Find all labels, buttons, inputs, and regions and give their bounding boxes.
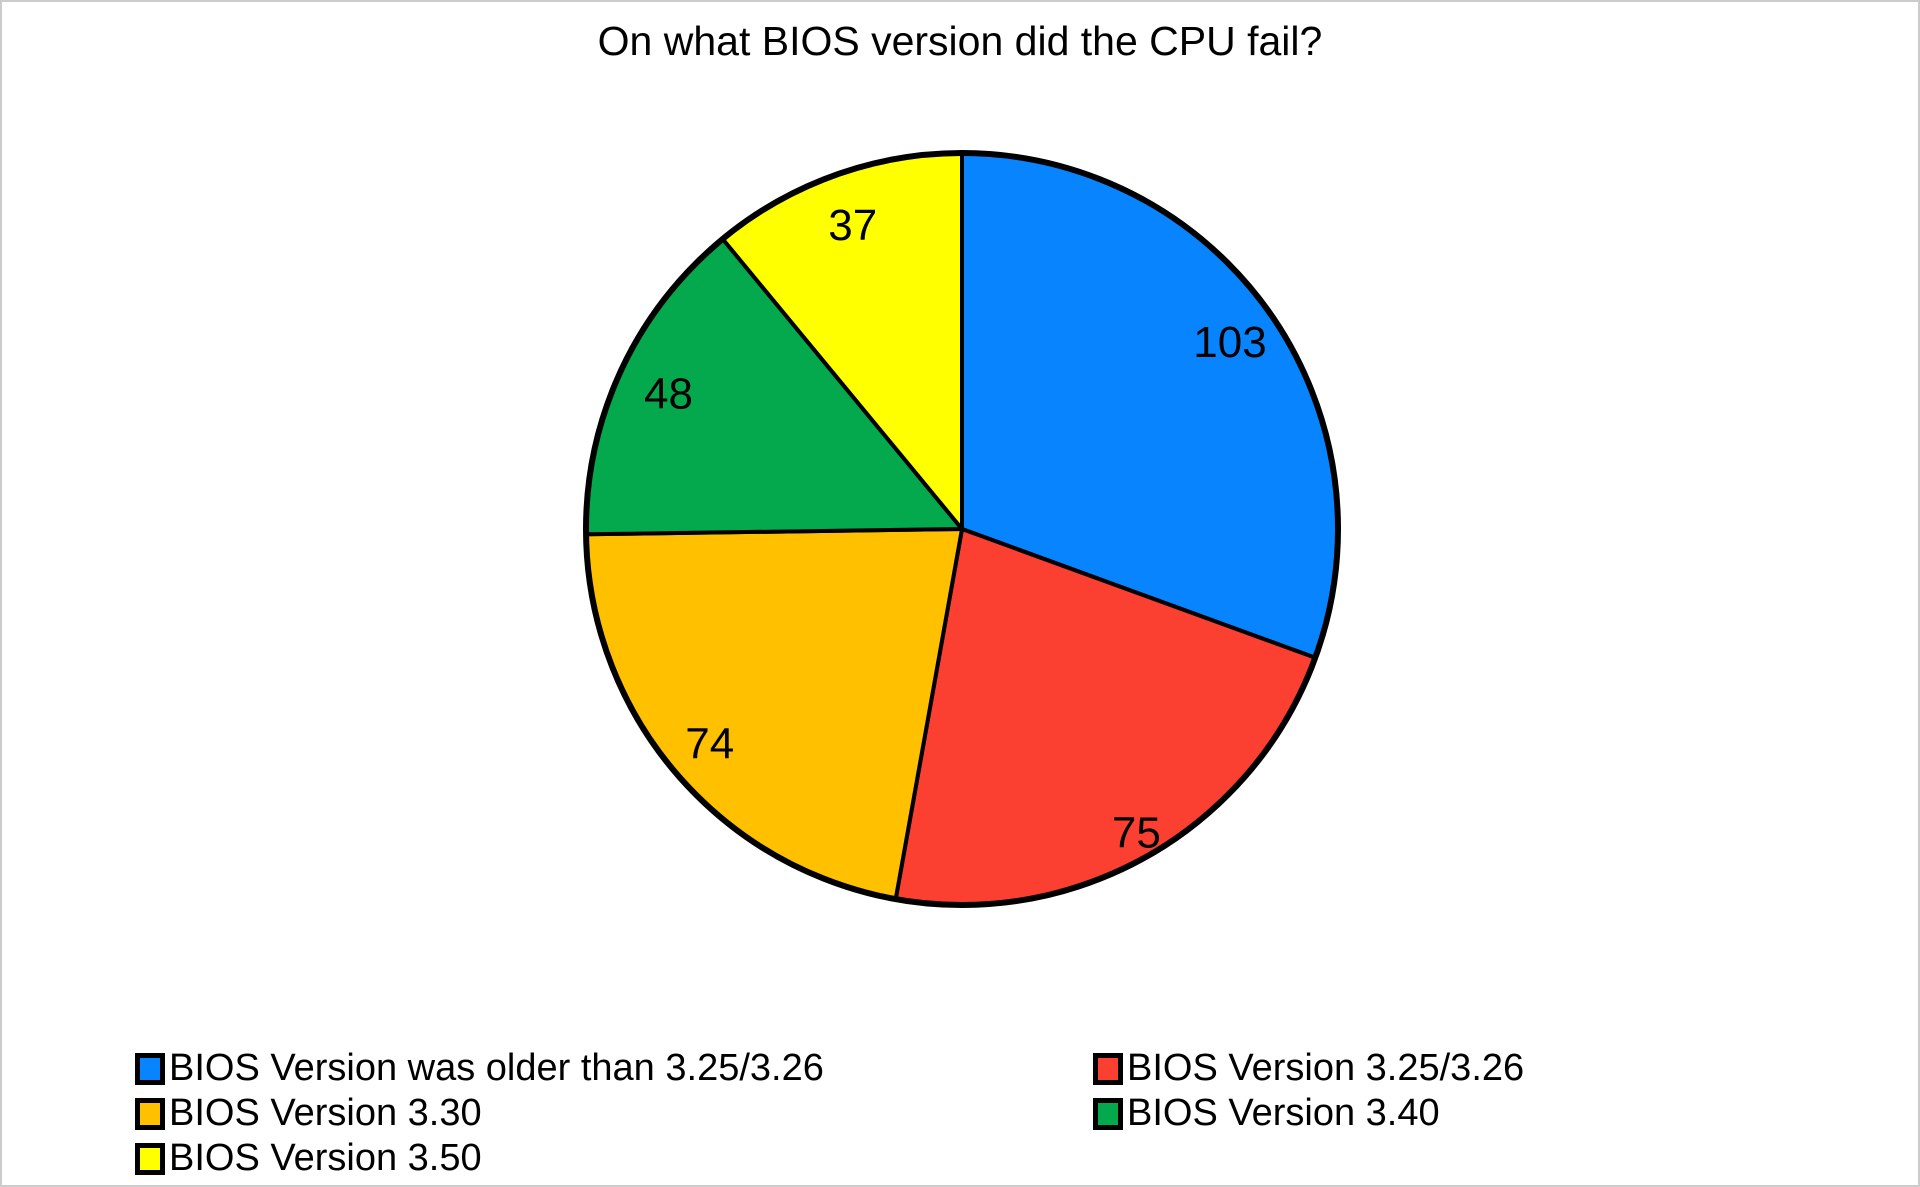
- legend-item-4: BIOS Version 3.40: [1093, 1091, 1524, 1136]
- legend-item-2: BIOS Version 3.25/3.26: [1093, 1046, 1524, 1091]
- slice-value-label: 48: [644, 370, 693, 419]
- legend-item-3: BIOS Version 3.30: [135, 1091, 1093, 1136]
- legend-swatch-icon: [1093, 1052, 1123, 1085]
- pie-outline: [583, 150, 1341, 908]
- pie-slice-3: [584, 527, 964, 902]
- slice-value-label: 103: [1193, 318, 1266, 367]
- legend-label: BIOS Version 3.50: [169, 1137, 482, 1179]
- legend-item-5: BIOS Version 3.50: [135, 1136, 1093, 1181]
- legend-item-1: BIOS Version was older than 3.25/3.26: [135, 1046, 1093, 1091]
- legend-label: BIOS Version was older than 3.25/3.26: [169, 1047, 824, 1089]
- legend-swatch-icon: [135, 1097, 165, 1130]
- legend: BIOS Version was older than 3.25/3.26 BIO…: [135, 1046, 1524, 1181]
- slice-value-label: 75: [1112, 809, 1161, 858]
- slice-value-label: 37: [828, 201, 877, 250]
- legend-label: BIOS Version 3.25/3.26: [1127, 1047, 1525, 1089]
- legend-label: BIOS Version 3.40: [1127, 1092, 1440, 1134]
- chart-title: On what BIOS version did the CPU fail?: [597, 18, 1323, 64]
- legend-label: BIOS Version 3.30: [169, 1092, 482, 1134]
- legend-swatch-icon: [1093, 1097, 1123, 1130]
- slice-value-label: 74: [685, 720, 734, 769]
- legend-swatch-icon: [135, 1052, 165, 1085]
- legend-swatch-icon: [135, 1142, 165, 1175]
